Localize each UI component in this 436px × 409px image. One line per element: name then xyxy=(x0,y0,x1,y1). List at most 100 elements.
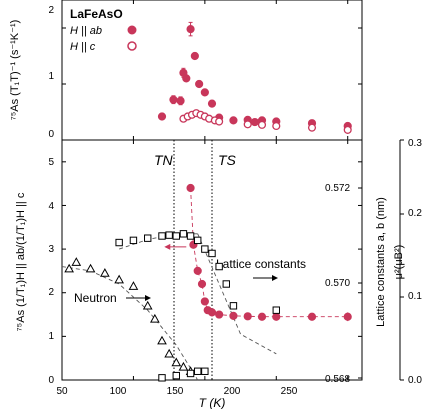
neutron-arrowhead xyxy=(145,295,151,301)
data-point-h-ab xyxy=(195,79,204,89)
top-series-marks xyxy=(61,0,362,141)
x-tick-label: 50 xyxy=(56,386,68,397)
data-point-lattice-low xyxy=(172,371,180,380)
bottom-y-tick-label: 2 xyxy=(48,287,54,298)
legend-marker-h-c xyxy=(127,41,137,51)
lattice-guide-curve xyxy=(197,233,277,355)
top-y-axis-label: ⁷⁵As (T₁T)⁻¹ (s⁻¹K⁻¹) xyxy=(9,20,21,121)
top-panel-title: LaFeAsO xyxy=(70,7,123,21)
bottom-series-marks xyxy=(61,139,404,382)
right-axis-mu2: 0.0 0.1 0.2 0.3 μ²(μB²) xyxy=(393,138,422,386)
y3-axis-label: μ²(μB²) xyxy=(393,245,405,280)
data-point-nmr-ratio xyxy=(307,312,317,321)
y2-tick-label: 0.572 xyxy=(325,183,350,194)
data-point-lattice-low xyxy=(194,367,202,375)
data-point-h-c xyxy=(307,123,317,132)
data-point-h-c xyxy=(272,121,281,131)
data-point-lattice xyxy=(115,238,123,247)
bottom-y-ticks: 0 1 2 3 4 5 xyxy=(48,157,54,386)
data-point-lattice-low xyxy=(186,369,195,378)
data-point-nmr-ratio xyxy=(215,310,224,319)
data-point-lattice xyxy=(158,232,166,240)
data-point-neutron xyxy=(85,263,96,273)
data-point-neutron xyxy=(142,300,153,310)
data-point-h-ab xyxy=(169,95,178,104)
data-point-neutron xyxy=(114,274,124,284)
top-y-tick-label: 0 xyxy=(48,129,54,140)
data-point-neutron xyxy=(150,313,160,323)
y2-tick-label: 0.570 xyxy=(325,278,350,289)
data-point-neutron xyxy=(178,361,189,371)
data-point-h-ab xyxy=(229,116,238,125)
lattice-annotation: Lattice constants xyxy=(216,257,306,271)
nmr-arrowhead xyxy=(164,243,171,250)
bottom-y-tick-label: 4 xyxy=(48,201,54,212)
bottom-y-tick-label: 5 xyxy=(48,157,54,168)
ts-label: TS xyxy=(218,152,237,168)
y3-tick-label: 0.0 xyxy=(408,375,422,386)
data-point-neutron xyxy=(157,335,167,345)
x-tick-label: 200 xyxy=(224,386,241,397)
data-point-lattice xyxy=(186,232,195,240)
legend-marker-h-ab xyxy=(127,25,137,35)
data-point-neutron xyxy=(71,257,82,266)
data-point-h-ab xyxy=(182,74,191,83)
x-ticks: 50 100 150 200 250 xyxy=(56,386,297,397)
bottom-y-tick-label: 3 xyxy=(48,244,54,255)
data-point-lattice xyxy=(179,230,188,238)
y3-tick-label: 0.2 xyxy=(408,208,422,219)
data-point-h-c xyxy=(243,120,252,129)
legend-label-h-ab: H || ab xyxy=(70,25,102,37)
data-point-lattice xyxy=(172,232,180,240)
data-point-lattice xyxy=(129,236,138,245)
y2-tick-label: 0.568 xyxy=(325,374,350,385)
data-point-neutron xyxy=(164,348,174,358)
y2-axis-label: Lattice constants a, b (nm) xyxy=(375,197,387,327)
x-axis-label: T (K) xyxy=(199,396,226,409)
bottom-y-axis-label: ⁷⁵As (1/T₁)H || ab/(1/T₁)H || c xyxy=(15,192,27,331)
x-tick-label: 150 xyxy=(167,386,184,397)
bottom-y-tick-label: 1 xyxy=(48,331,54,342)
data-point-h-ab xyxy=(186,25,195,34)
data-point-lattice xyxy=(215,262,223,271)
data-point-lattice xyxy=(144,234,152,242)
data-point-h-ab xyxy=(176,96,185,105)
data-point-nmr-ratio xyxy=(272,312,281,321)
right-axis-lattice: 0.572 0.570 0.568 Lattice constants a, b… xyxy=(325,183,387,385)
data-point-h-c xyxy=(257,120,267,129)
data-point-lattice xyxy=(222,280,230,288)
data-point-lattice-low xyxy=(201,367,209,375)
data-point-lattice xyxy=(201,245,209,253)
neutron-guide-curve xyxy=(61,266,199,381)
data-point-nmr-ratio xyxy=(197,279,207,289)
data-point-nmr-ratio xyxy=(193,266,202,276)
data-point-neutron xyxy=(171,357,182,367)
data-point-h-c xyxy=(215,117,224,126)
data-point-nmr-ratio xyxy=(243,312,252,321)
data-point-h-c xyxy=(343,125,352,134)
data-point-h-ab xyxy=(207,99,217,108)
data-point-lattice xyxy=(272,306,280,314)
top-y-tick-label: 2 xyxy=(48,5,54,16)
neutron-annotation: Neutron xyxy=(74,291,117,305)
data-point-h-ab xyxy=(200,88,209,97)
data-point-nmr-ratio xyxy=(207,308,217,317)
y3-tick-label: 0.1 xyxy=(408,291,422,302)
data-point-neutron xyxy=(128,281,139,290)
data-point-h-ab xyxy=(157,112,167,121)
data-point-lattice xyxy=(165,231,173,239)
data-point-lattice xyxy=(194,236,202,245)
top-y-ticks: 2 1 0 xyxy=(48,5,54,140)
lattice-arrowhead xyxy=(272,275,278,281)
data-point-lattice-low xyxy=(158,374,166,382)
top-panel: LaFeAsO H || ab H || c 2 1 0 ⁷⁵As (T₁T)⁻… xyxy=(9,0,363,141)
data-point-nmr-ratio xyxy=(229,311,238,320)
y3-tick-label: 0.3 xyxy=(408,138,422,149)
top-y-tick-label: 1 xyxy=(48,71,54,82)
data-point-h-ab xyxy=(190,51,199,61)
data-point-lattice xyxy=(208,249,216,258)
data-point-nmr-ratio xyxy=(186,183,195,193)
bottom-panel: TN TS Neutron Lattice constants 0 1 2 3 … xyxy=(15,138,422,409)
data-point-nmr-ratio xyxy=(343,312,352,321)
tn-label: TN xyxy=(154,152,174,168)
